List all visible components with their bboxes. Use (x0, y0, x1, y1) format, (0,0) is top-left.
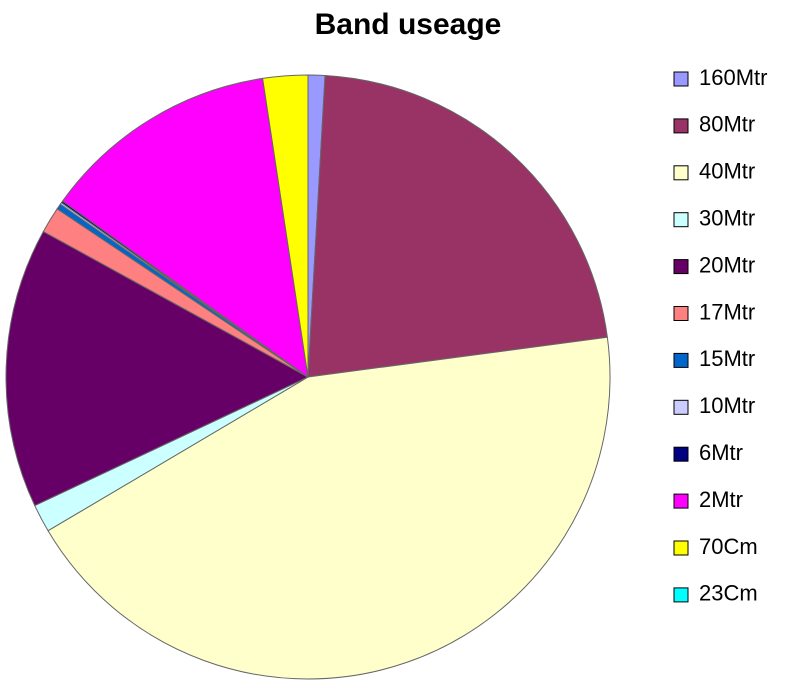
legend-swatch (673, 587, 689, 603)
legend-label: 20Mtr (699, 252, 755, 277)
legend-swatch (673, 71, 689, 87)
legend-label: 160Mtr (699, 65, 767, 90)
legend-swatch (673, 399, 689, 415)
legend-label: 30Mtr (699, 206, 755, 231)
pie-slice (61, 77, 309, 379)
legend-label: 40Mtr (699, 159, 755, 184)
legend-swatch (673, 306, 689, 321)
legend-swatch (673, 165, 689, 181)
legend-label: 2Mtr (699, 487, 743, 512)
legend-label: 80Mtr (699, 112, 755, 137)
legend-label: 15Mtr (699, 346, 755, 371)
legend-swatch (673, 493, 689, 509)
legend-swatch (673, 446, 689, 462)
pie-slice (307, 74, 608, 378)
legend-swatch (673, 540, 689, 556)
pie-slice (47, 336, 611, 680)
legend-label: 6Mtr (699, 440, 743, 465)
chart-title: Band useage (315, 8, 502, 41)
pie-slice (5, 230, 310, 507)
legend-swatch (673, 352, 689, 368)
legend-swatch (673, 212, 689, 228)
legend-label: 70Cm (699, 534, 758, 559)
legend-label: 10Mtr (699, 393, 755, 418)
legend-label: 23Cm (699, 581, 758, 606)
legend-label: 17Mtr (699, 299, 755, 324)
legend-swatch (673, 259, 689, 275)
legend-swatch (673, 118, 689, 134)
